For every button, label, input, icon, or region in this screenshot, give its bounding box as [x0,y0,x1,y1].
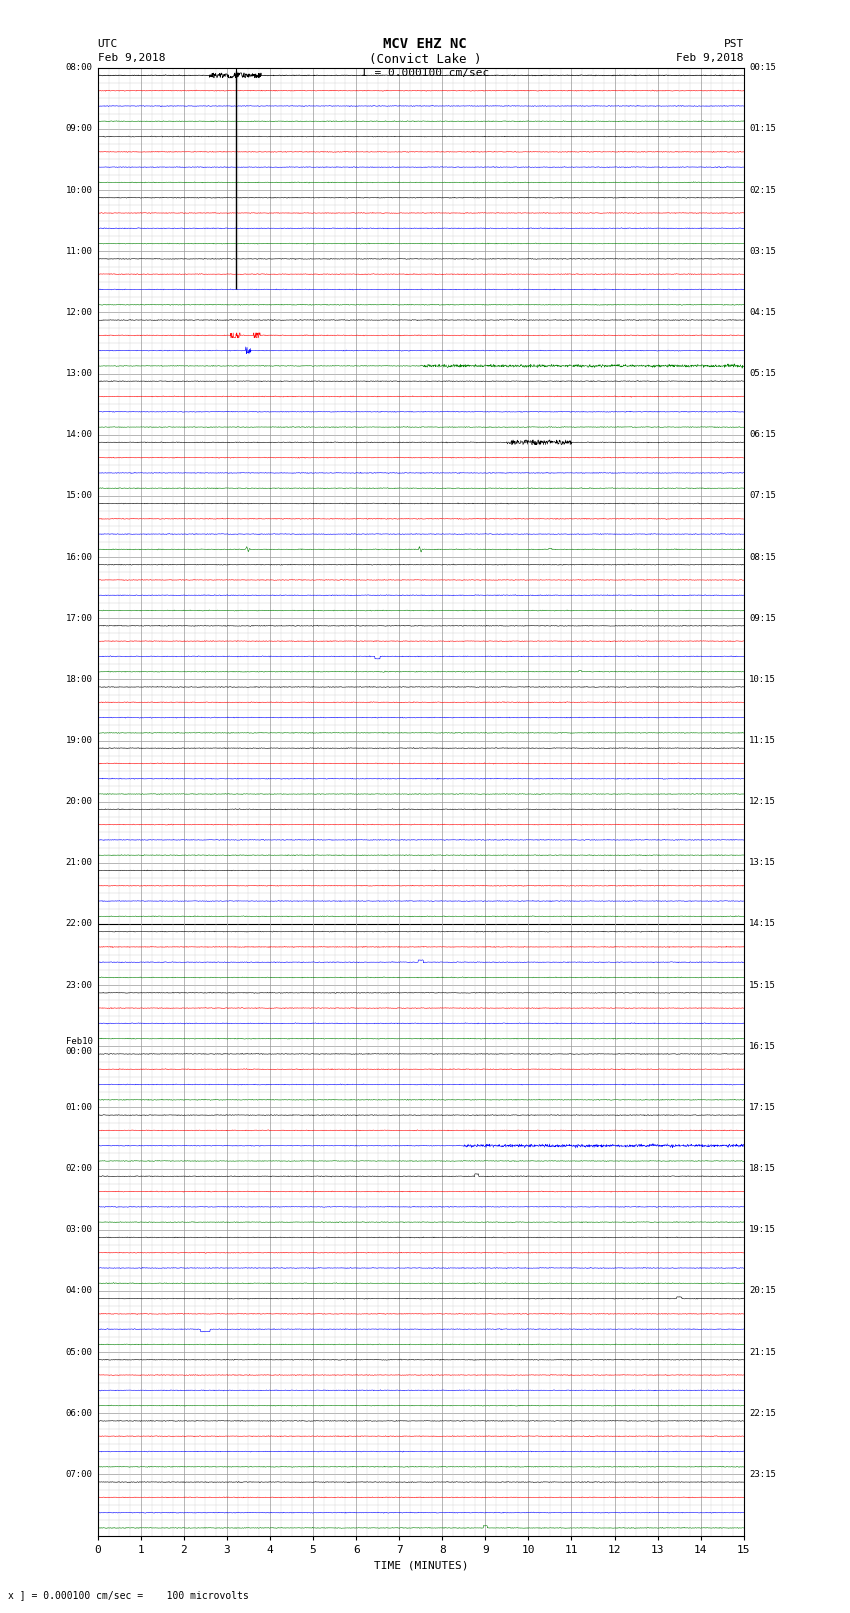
Text: PST: PST [723,39,744,48]
Text: x ] = 0.000100 cm/sec =    100 microvolts: x ] = 0.000100 cm/sec = 100 microvolts [8,1590,249,1600]
Text: 01:15: 01:15 [749,124,776,134]
Text: I = 0.000100 cm/sec: I = 0.000100 cm/sec [361,68,489,77]
Text: 12:00: 12:00 [65,308,93,316]
Text: 23:15: 23:15 [749,1469,776,1479]
Text: 18:00: 18:00 [65,674,93,684]
Text: 10:15: 10:15 [749,674,776,684]
Text: 01:00: 01:00 [65,1103,93,1111]
Text: Feb10
00:00: Feb10 00:00 [65,1037,93,1057]
Text: 02:15: 02:15 [749,185,776,195]
Text: 18:15: 18:15 [749,1165,776,1173]
Text: Feb 9,2018: Feb 9,2018 [98,53,165,63]
Text: 09:15: 09:15 [749,613,776,623]
Text: 13:15: 13:15 [749,858,776,868]
Text: 07:00: 07:00 [65,1469,93,1479]
Text: 06:00: 06:00 [65,1408,93,1418]
Text: 16:15: 16:15 [749,1042,776,1050]
Text: 22:00: 22:00 [65,919,93,929]
Text: 19:15: 19:15 [749,1226,776,1234]
Text: 04:15: 04:15 [749,308,776,316]
Text: 00:15: 00:15 [749,63,776,73]
Text: 11:00: 11:00 [65,247,93,256]
Text: (Convict Lake ): (Convict Lake ) [369,53,481,66]
Text: 11:15: 11:15 [749,736,776,745]
X-axis label: TIME (MINUTES): TIME (MINUTES) [373,1560,468,1569]
Text: 21:15: 21:15 [749,1347,776,1357]
Text: 05:15: 05:15 [749,369,776,377]
Text: 08:15: 08:15 [749,553,776,561]
Text: Feb 9,2018: Feb 9,2018 [677,53,744,63]
Text: 12:15: 12:15 [749,797,776,806]
Text: 16:00: 16:00 [65,553,93,561]
Text: 14:15: 14:15 [749,919,776,929]
Text: 04:00: 04:00 [65,1287,93,1295]
Text: 02:00: 02:00 [65,1165,93,1173]
Text: UTC: UTC [98,39,118,48]
Text: MCV EHZ NC: MCV EHZ NC [383,37,467,52]
Text: 15:00: 15:00 [65,492,93,500]
Text: 23:00: 23:00 [65,981,93,990]
Text: 03:00: 03:00 [65,1226,93,1234]
Text: 20:00: 20:00 [65,797,93,806]
Text: 17:00: 17:00 [65,613,93,623]
Text: 09:00: 09:00 [65,124,93,134]
Text: 03:15: 03:15 [749,247,776,256]
Text: 19:00: 19:00 [65,736,93,745]
Text: 14:00: 14:00 [65,431,93,439]
Text: 15:15: 15:15 [749,981,776,990]
Text: 07:15: 07:15 [749,492,776,500]
Text: 21:00: 21:00 [65,858,93,868]
Text: 17:15: 17:15 [749,1103,776,1111]
Text: 06:15: 06:15 [749,431,776,439]
Text: 08:00: 08:00 [65,63,93,73]
Text: 20:15: 20:15 [749,1287,776,1295]
Text: 22:15: 22:15 [749,1408,776,1418]
Text: 13:00: 13:00 [65,369,93,377]
Text: 10:00: 10:00 [65,185,93,195]
Text: 05:00: 05:00 [65,1347,93,1357]
